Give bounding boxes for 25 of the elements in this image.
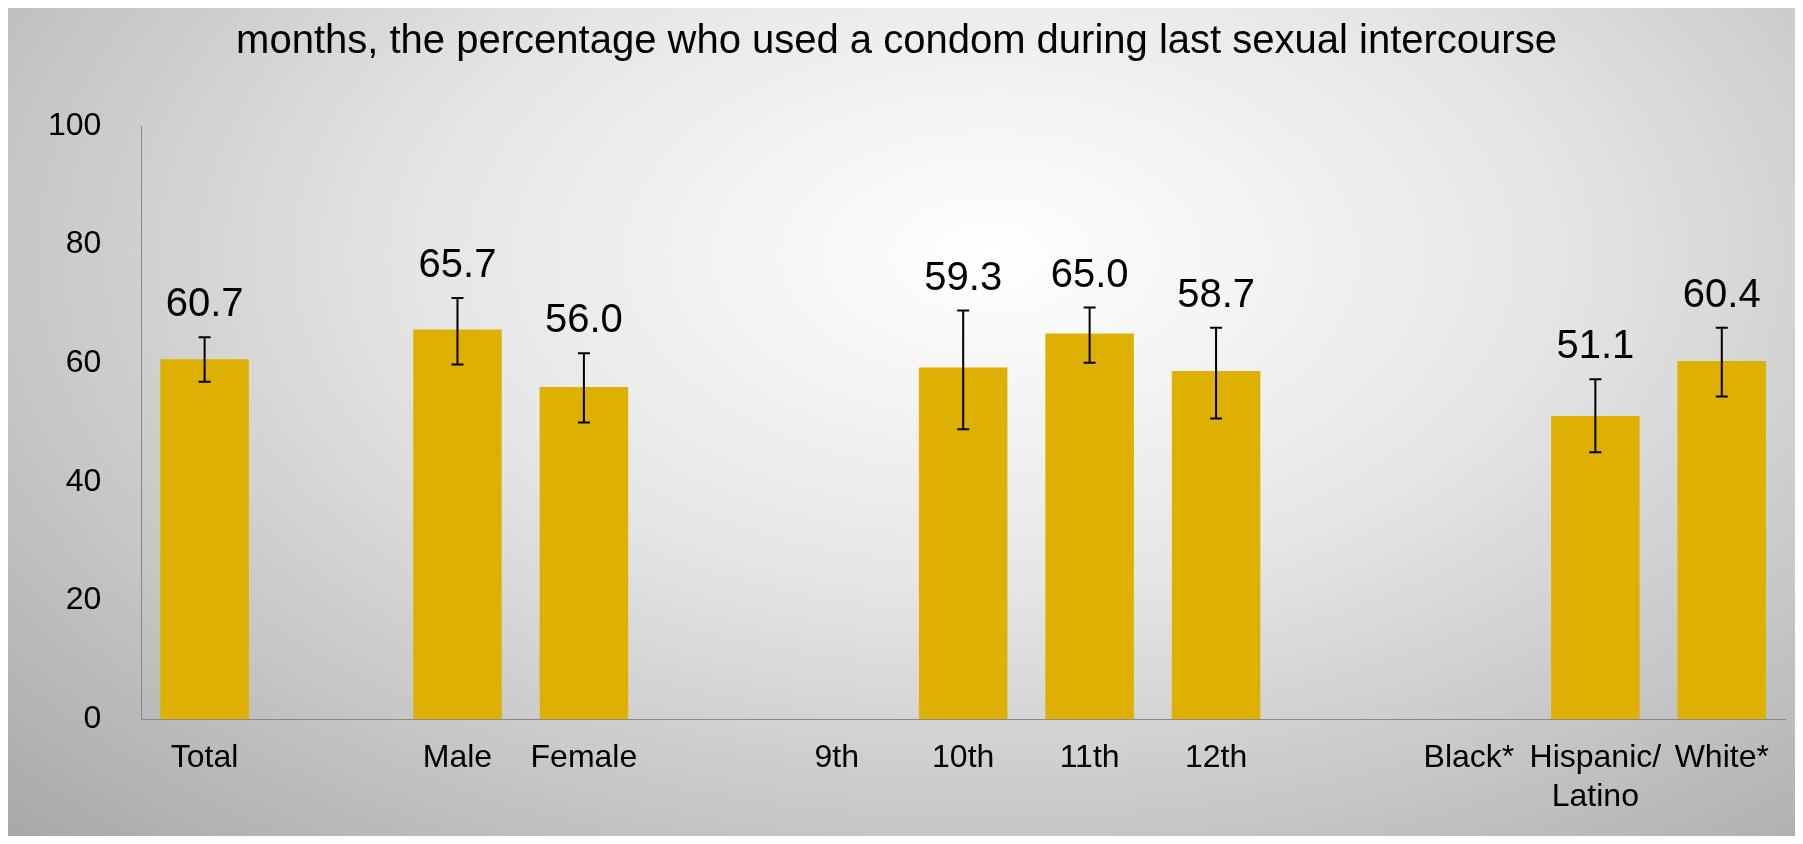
data-label: 65.0 <box>1050 250 1129 295</box>
y-tick-label: 0 <box>83 699 102 736</box>
data-label: 51.1 <box>1556 322 1635 367</box>
chart-title: months, the percentage who used a condom during last sexual intercourse <box>236 17 1557 62</box>
x-tick-label: Male <box>422 738 493 775</box>
data-label: 60.4 <box>1682 270 1761 315</box>
data-label: 58.7 <box>1177 270 1255 315</box>
data-label: 59.3 <box>924 253 1003 298</box>
data-label: 65.7 <box>418 241 497 286</box>
y-tick-label: 100 <box>48 105 102 142</box>
x-tick-label: Total <box>170 738 239 775</box>
x-tick-label: Hispanic/Latino <box>1529 738 1662 813</box>
y-tick-label: 80 <box>65 224 102 261</box>
x-tick-label: 10th <box>932 738 995 775</box>
x-tick-label: Female <box>530 738 638 775</box>
x-tick-label: Black* <box>1423 738 1515 775</box>
y-tick-label: 40 <box>65 461 102 498</box>
x-tick-label: White* <box>1674 738 1769 775</box>
data-label: 60.7 <box>165 280 244 325</box>
y-tick-label: 60 <box>65 343 102 380</box>
x-tick-label: 9th <box>814 738 860 775</box>
x-tick-label: 12th <box>1184 738 1248 775</box>
y-tick-label: 20 <box>65 580 102 617</box>
x-tick-label: 11th <box>1059 738 1120 775</box>
data-label: 56.0 <box>544 296 623 341</box>
